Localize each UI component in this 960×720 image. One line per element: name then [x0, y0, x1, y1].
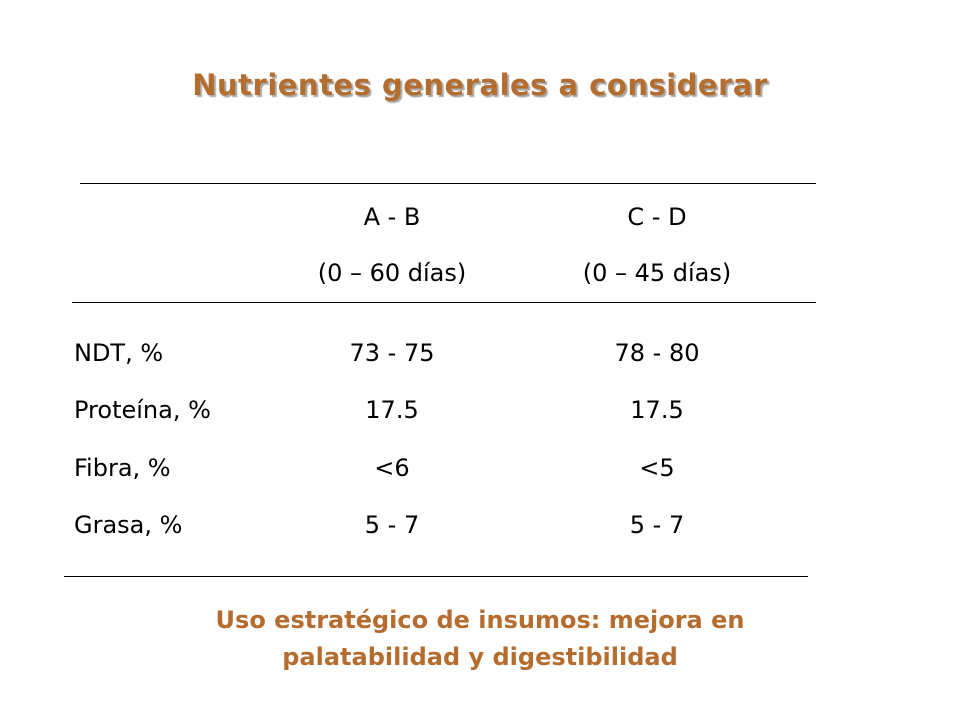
- row-value-proteina-cd: 17.5: [630, 396, 684, 424]
- header-range-a-b: (0 – 60 días): [317, 259, 467, 287]
- row-value-grasa-ab: 5 - 7: [364, 511, 420, 539]
- table-bottom-rule: [64, 576, 808, 577]
- table-top-rule: [80, 183, 816, 184]
- row-value-fibra-cd: <5: [639, 454, 675, 482]
- row-label-proteina: Proteína, %: [74, 396, 211, 424]
- row-label-grasa: Grasa, %: [74, 511, 183, 539]
- footer-note-line-1: Uso estratégico de insumos: mejora en: [215, 606, 745, 634]
- row-value-proteina-ab: 17.5: [365, 396, 419, 424]
- footer-note-line-2: palatabilidad y digestibilidad: [282, 643, 678, 671]
- row-value-ndt-cd: 78 - 80: [614, 339, 700, 367]
- row-value-fibra-ab: <6: [374, 454, 410, 482]
- header-group-c-d: C - D: [627, 203, 687, 231]
- header-bottom-rule: [72, 302, 816, 303]
- row-label-fibra: Fibra, %: [74, 454, 171, 482]
- row-label-ndt: NDT, %: [74, 339, 164, 367]
- footer-note: Uso estratégico de insumos: mejora en pa…: [0, 602, 960, 676]
- row-value-ndt-ab: 73 - 75: [349, 339, 435, 367]
- slide-title: Nutrientes generales a considerar: [192, 68, 768, 102]
- row-value-grasa-cd: 5 - 7: [629, 511, 685, 539]
- header-range-c-d: (0 – 45 días): [582, 259, 732, 287]
- header-group-a-b: A - B: [363, 203, 421, 231]
